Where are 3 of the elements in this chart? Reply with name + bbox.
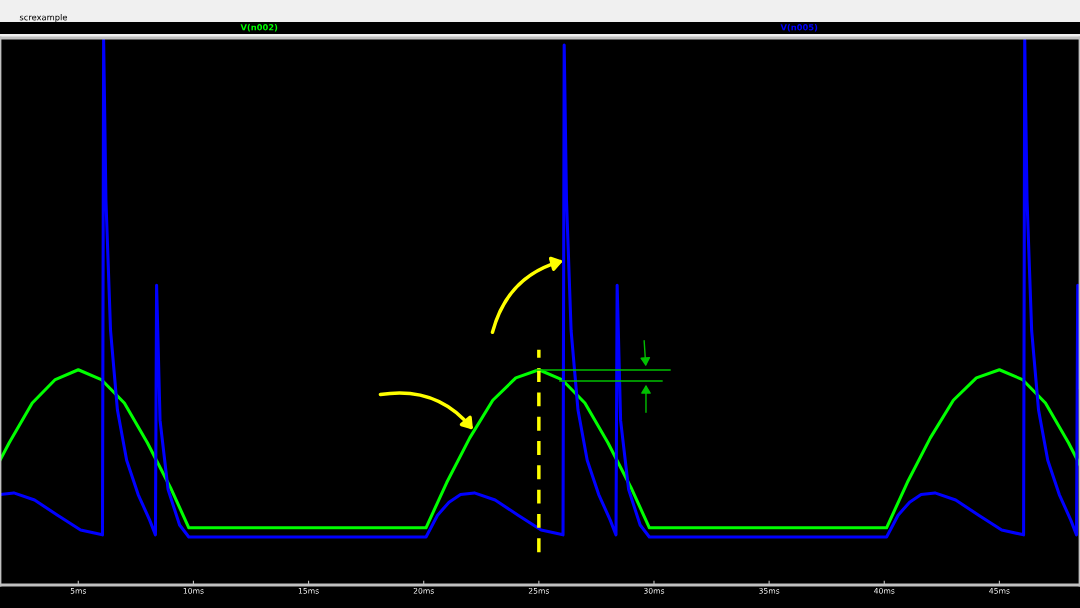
chart-title: screxample: [19, 13, 68, 23]
text: V(n005): [780, 23, 818, 32]
text: V(n002): [240, 23, 278, 32]
